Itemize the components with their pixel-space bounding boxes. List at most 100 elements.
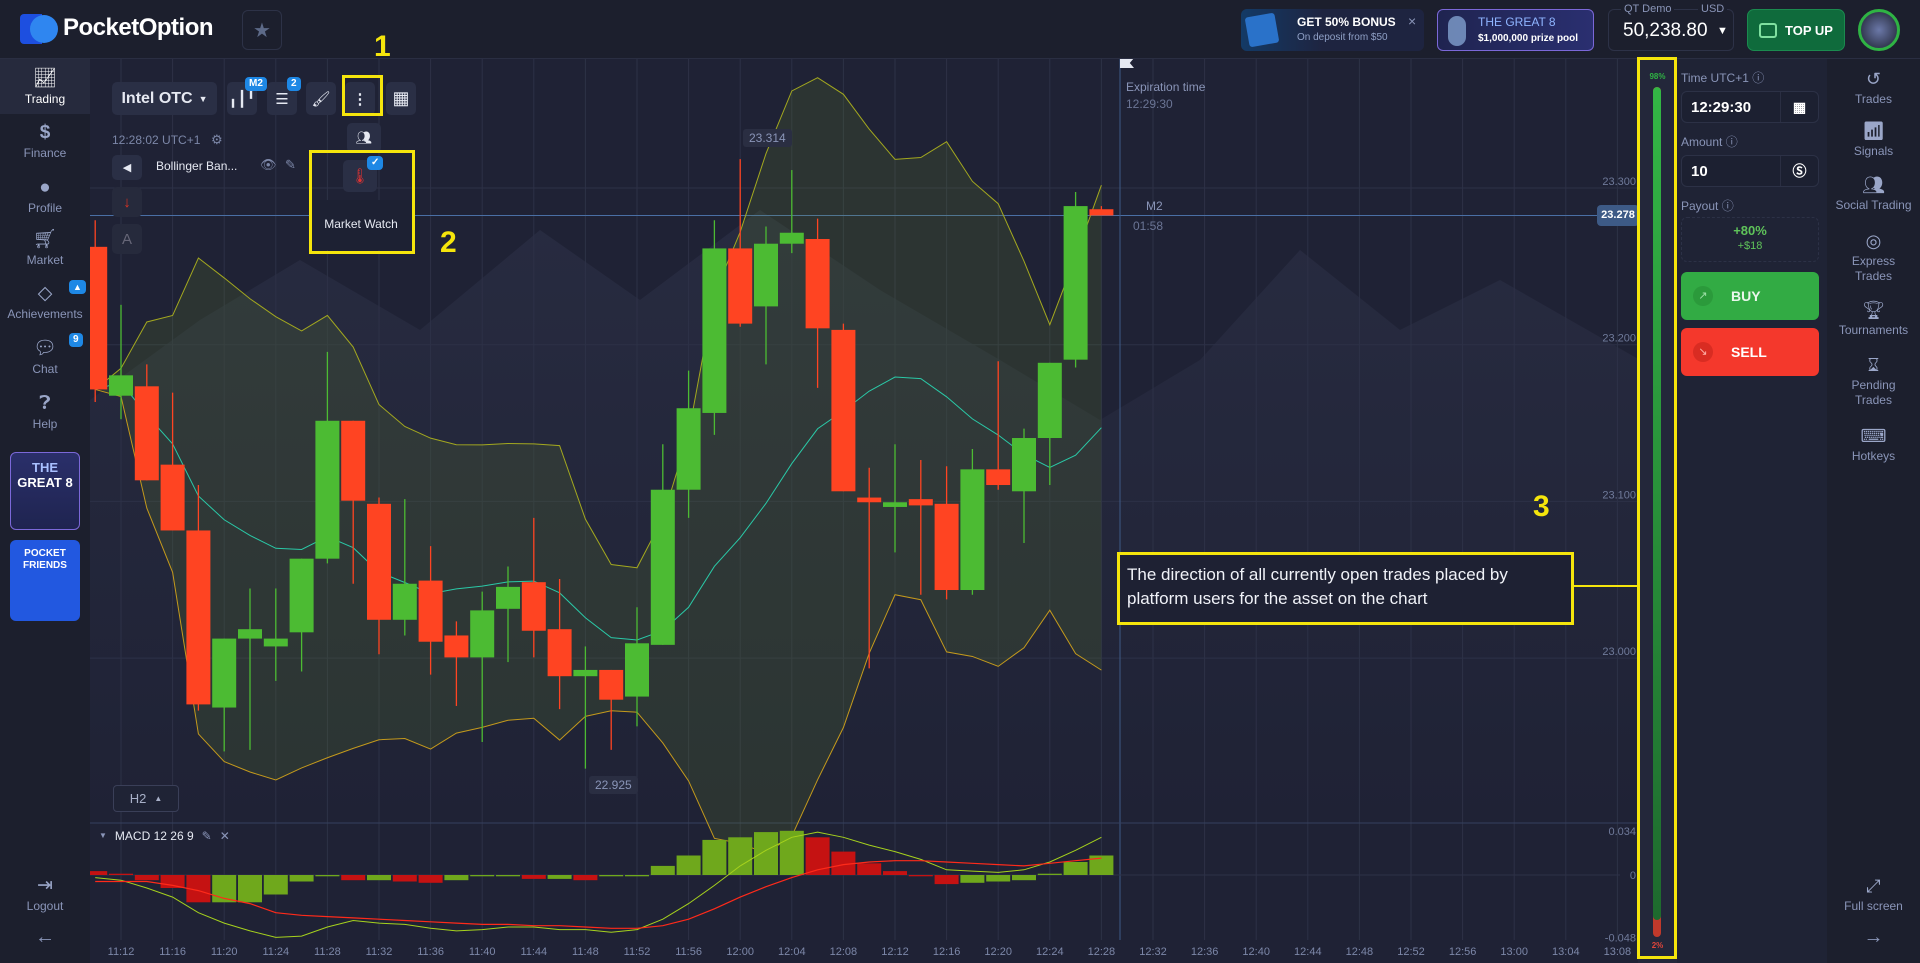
- sidebar-item-label: Finance: [23, 146, 67, 160]
- time-tick-label: 12:40: [1242, 946, 1270, 958]
- more-options-button[interactable]: ⋮: [345, 82, 375, 115]
- group-icon: 👥︎: [1862, 175, 1885, 195]
- sell-button[interactable]: ↘ SELL: [1681, 328, 1819, 376]
- pencil-icon[interactable]: ✎: [285, 157, 296, 172]
- expiration-flag-icon[interactable]: [1120, 58, 1134, 68]
- candle: [599, 669, 624, 750]
- candle: [212, 638, 237, 752]
- question-icon: ❓︎: [39, 393, 51, 414]
- bonus-banner[interactable]: GET 50% BONUS On deposit from $50 ×: [1241, 9, 1424, 51]
- price-tick-label: 23.000: [1602, 646, 1636, 658]
- expiration-time-input[interactable]: 12:29:30 ▦: [1681, 91, 1819, 123]
- nav-express-trades[interactable]: ◎ Express Trades: [1827, 230, 1920, 284]
- chat-icon: 💬︎: [32, 338, 58, 359]
- candle: [573, 646, 598, 769]
- favorite-star-button[interactable]: ★: [242, 10, 282, 50]
- time-tick-label: 11:12: [108, 946, 135, 958]
- drawing-tools-button[interactable]: 🖌︎: [306, 82, 336, 115]
- sell-arrow-tool[interactable]: ↓: [112, 187, 142, 217]
- candle-body: [986, 469, 1011, 486]
- avatar[interactable]: [1858, 9, 1900, 51]
- macd-histogram-bar: [857, 863, 882, 875]
- bollinger-lower-line: [95, 388, 1102, 854]
- vertical-dots-icon: ⋮: [352, 90, 368, 108]
- social-button[interactable]: 👥︎: [347, 123, 381, 153]
- time-tick-label: 12:44: [1294, 946, 1322, 958]
- layout-grid-button[interactable]: ▦: [386, 82, 416, 115]
- account-balance-selector[interactable]: QT Demo USD 50,238.80 ▼: [1608, 3, 1734, 51]
- eye-icon[interactable]: 👁︎: [260, 157, 277, 172]
- text-a-icon: A: [121, 230, 132, 248]
- calendar-icon[interactable]: ▦: [1780, 92, 1818, 122]
- sidebar-item-trading[interactable]: 📈︎ Trading: [0, 59, 90, 114]
- sidebar-item-achievements[interactable]: ◇ Achievements: [0, 283, 90, 322]
- collapse-indicators-button[interactable]: ◀: [112, 155, 142, 180]
- text-tool[interactable]: A: [112, 224, 142, 254]
- macd-histogram-bar: [650, 865, 675, 875]
- macd-histogram-bar: [521, 875, 546, 879]
- candle-body: [212, 638, 237, 708]
- nav-pending-trades[interactable]: ⌛︎ Pending Trades: [1827, 354, 1920, 408]
- annotation-number-2: 2: [440, 226, 457, 259]
- buy-fill: [1653, 87, 1661, 920]
- sidebar-item-market[interactable]: 🛒︎ Market: [0, 229, 90, 268]
- candle-body: [160, 464, 185, 531]
- nav-social-trading[interactable]: 👥︎ Social Trading: [1827, 174, 1920, 213]
- chart-line-icon: 📈︎: [32, 68, 58, 89]
- candle-body: [908, 499, 933, 506]
- fullscreen-button[interactable]: ⤢ Full screen: [1827, 875, 1920, 914]
- great8-sidebar-promo[interactable]: THE GREAT 8: [10, 452, 80, 530]
- candle-body: [470, 610, 495, 658]
- nav-label: Hotkeys: [1851, 449, 1896, 463]
- pencil-icon[interactable]: ✎: [201, 829, 212, 843]
- sidebar-item-help[interactable]: ❓︎ Help: [0, 393, 90, 432]
- nav-label: Full screen: [1844, 899, 1903, 913]
- promo-line: POCKET: [24, 548, 66, 559]
- macd-histogram-bar: [547, 875, 572, 879]
- close-icon[interactable]: ×: [1408, 13, 1417, 29]
- timeframe-button[interactable]: H2 ▲: [113, 785, 179, 812]
- diamond-icon: ◇: [37, 283, 53, 304]
- amount-value: 10: [1691, 163, 1708, 180]
- sidebar-item-chat[interactable]: 💬︎ Chat: [0, 338, 90, 377]
- chart-type-button[interactable]: ╻┃╹: [227, 82, 257, 115]
- bonus-subtitle: On deposit from $50: [1297, 32, 1388, 43]
- nav-tournaments[interactable]: 🏆︎ Tournaments: [1827, 299, 1920, 338]
- close-icon[interactable]: ✕: [219, 829, 230, 843]
- sidebar-item-finance[interactable]: $ Finance: [0, 122, 90, 161]
- sidebar-item-label: Trading: [24, 92, 66, 106]
- wallet-icon: [1759, 22, 1778, 38]
- cart-icon: 🛒︎: [32, 229, 58, 250]
- nav-signals[interactable]: 📶︎ Signals: [1827, 120, 1920, 159]
- amount-input[interactable]: 10 Ⓢ: [1681, 155, 1819, 187]
- candle-body: [341, 420, 366, 501]
- macd-label: MACD 12 26 9: [114, 829, 194, 843]
- macd-histogram-bar: [341, 875, 366, 881]
- sidebar-item-profile[interactable]: ● Profile: [0, 177, 90, 216]
- great8-banner[interactable]: THE GREAT 8 $1,000,000 prize pool: [1437, 9, 1594, 51]
- pocketoption-logo-icon: [20, 14, 58, 44]
- collapse-sidebar-arrow-icon[interactable]: ←: [35, 926, 55, 948]
- nav-trades[interactable]: ↺ Trades: [1827, 68, 1920, 107]
- candle-body: [779, 232, 804, 244]
- candle: [109, 304, 133, 420]
- amount-label: Amount ⓘ: [1681, 135, 1738, 149]
- logout-button[interactable]: ⇥ Logout: [0, 875, 90, 914]
- asset-selector[interactable]: Intel OTC ▼: [112, 82, 217, 115]
- settings-gear-icon[interactable]: ⚙: [211, 132, 223, 147]
- expand-panel-arrow-icon[interactable]: →: [1863, 926, 1884, 948]
- macd-histogram-bar: [238, 875, 262, 903]
- dollar-circle-icon[interactable]: Ⓢ: [1780, 156, 1818, 186]
- macd-histogram-bar: [315, 875, 340, 877]
- pocket-friends-promo[interactable]: POCKET FRIENDS: [10, 540, 80, 621]
- candle: [805, 218, 830, 388]
- nav-hotkeys[interactable]: ⌨ Hotkeys: [1827, 425, 1920, 464]
- candle: [367, 497, 391, 655]
- macd-histogram-bar: [496, 875, 520, 877]
- top-up-button[interactable]: TOP UP: [1747, 9, 1845, 51]
- collapse-macd-icon[interactable]: ▼: [99, 831, 107, 840]
- candle: [650, 444, 675, 645]
- buy-button[interactable]: ↗ BUY: [1681, 272, 1819, 320]
- star-icon: ★: [253, 19, 271, 42]
